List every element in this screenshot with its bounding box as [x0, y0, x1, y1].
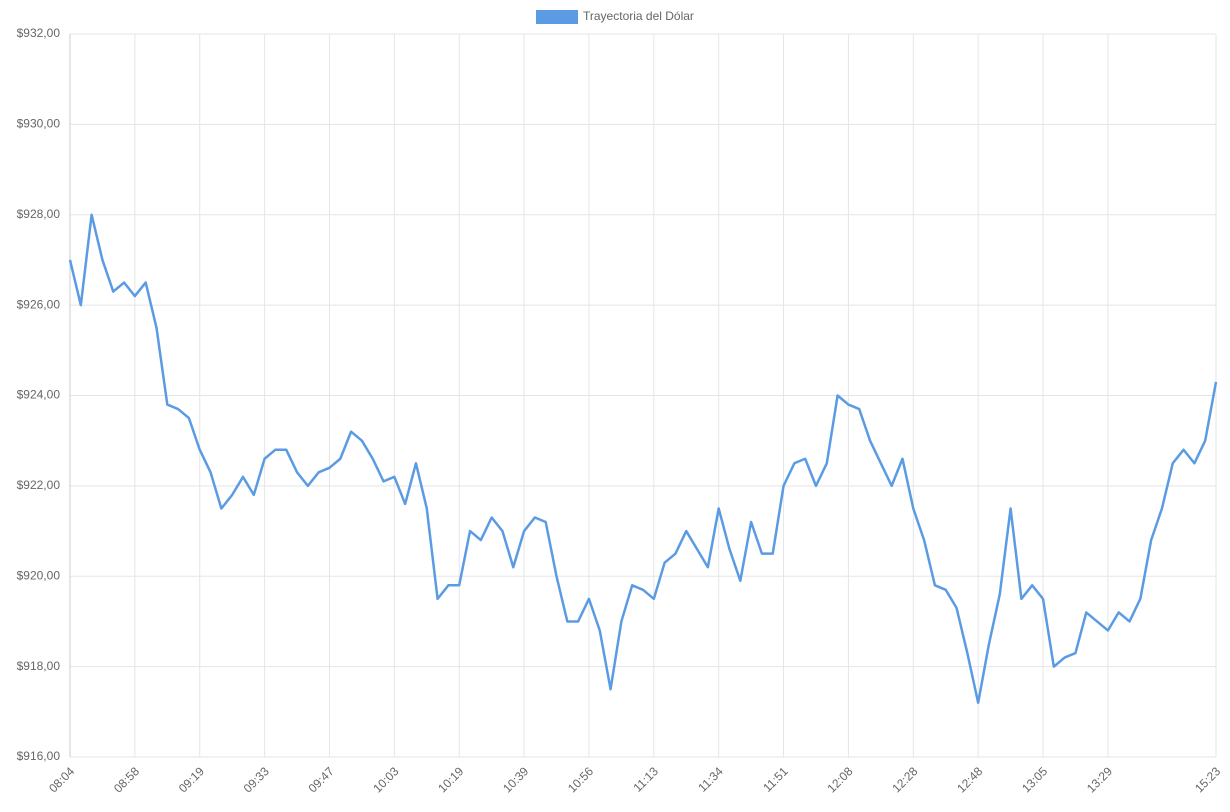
y-tick-label: $930,00 [17, 117, 61, 131]
legend-swatch [536, 10, 578, 24]
y-tick-label: $928,00 [17, 207, 61, 221]
y-tick-label: $926,00 [17, 297, 61, 311]
line [68, 213, 1218, 705]
y-tick-label: $916,00 [17, 749, 61, 763]
y-tick-label: $918,00 [17, 659, 61, 673]
y-tick-label: $924,00 [17, 388, 61, 402]
y-tick-label: $932,00 [17, 26, 61, 40]
y-tick-label: $920,00 [17, 568, 61, 582]
legend-label: Trayectoria del Dólar [583, 9, 694, 23]
y-tick-label: $922,00 [17, 478, 61, 492]
